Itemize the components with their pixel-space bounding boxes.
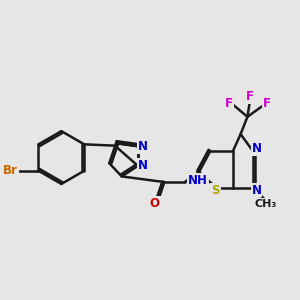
Text: F: F	[225, 97, 233, 110]
Text: CH₃: CH₃	[255, 199, 277, 208]
Text: N: N	[251, 142, 262, 155]
Text: F: F	[246, 90, 254, 103]
Text: N: N	[137, 140, 148, 153]
Text: S: S	[211, 184, 220, 197]
Text: N: N	[137, 159, 148, 172]
Text: N: N	[251, 184, 262, 196]
Text: F: F	[263, 98, 271, 110]
Text: Br: Br	[3, 164, 18, 177]
Text: O: O	[150, 197, 160, 210]
Text: NH: NH	[188, 174, 208, 187]
